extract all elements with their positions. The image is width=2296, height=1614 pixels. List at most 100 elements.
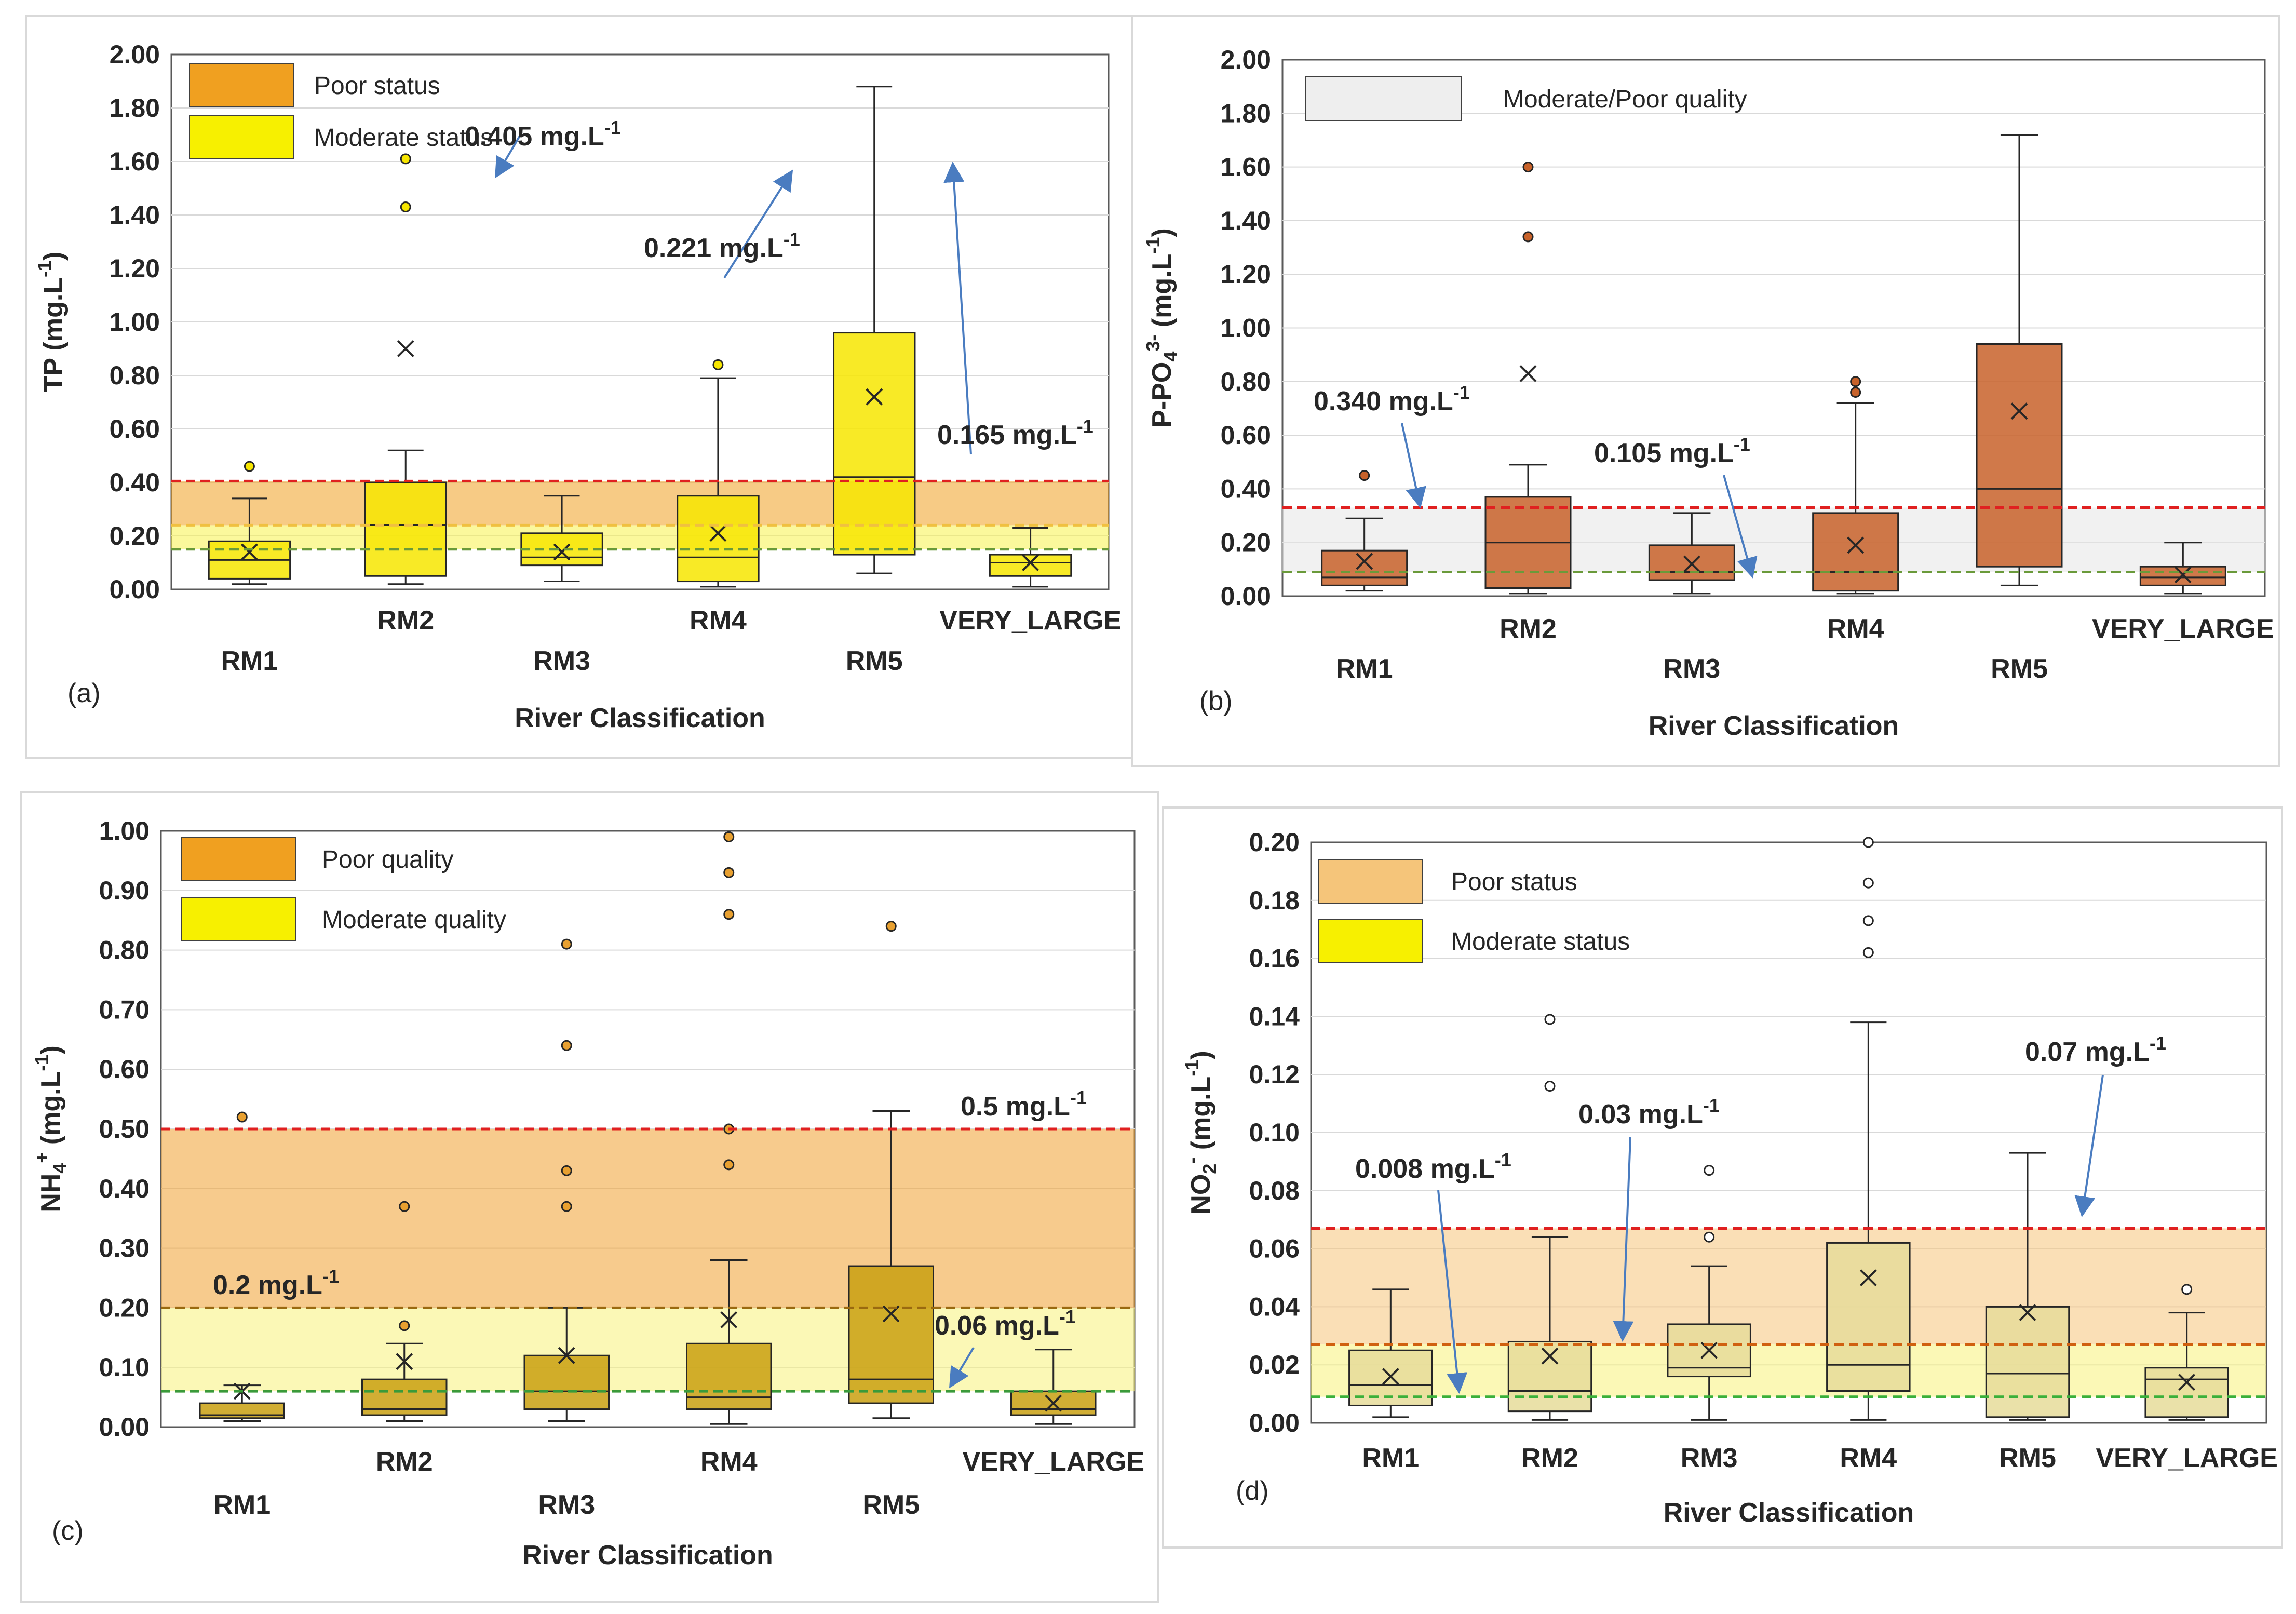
outlier-point <box>561 1040 572 1051</box>
panel-label: (c) <box>52 1516 84 1546</box>
y-axis-title-end: ) <box>38 252 69 261</box>
y-axis-title: P-PO43- (mg.L-1) <box>1142 228 1181 428</box>
mean-marker <box>866 388 883 406</box>
y-tick-label: 0.60 <box>99 1055 150 1084</box>
panel-label: (d) <box>1236 1476 1269 1506</box>
threshold-band <box>1282 507 2265 572</box>
y-tick-label: 0.00 <box>110 575 160 604</box>
threshold-band <box>171 525 1109 549</box>
annotation-sup: -1 <box>1495 1149 1511 1171</box>
y-axis-title-sub: 4 <box>49 1163 70 1174</box>
x-axis-title: River Classification <box>1664 1498 1914 1528</box>
annotation-label: 0.405 mg.L-1 <box>465 117 621 152</box>
legend-label: Poor status <box>1451 868 1577 896</box>
y-axis-title: NO2- (mg.L-1) <box>1181 1051 1220 1214</box>
panel-label: (b) <box>1199 686 1233 716</box>
mean-marker <box>1700 1341 1718 1359</box>
outlier-point <box>1359 470 1370 481</box>
annotation-label: 0.07 mg.L-1 <box>2025 1032 2166 1067</box>
y-axis-title-end2: ) <box>1147 228 1177 237</box>
x-category-label: VERY_LARGE <box>2096 1443 2278 1473</box>
x-category-label: RM5 <box>1991 654 2048 684</box>
annotation-sup: -1 <box>1734 434 1750 455</box>
legend-swatch <box>189 115 294 159</box>
outlier-point <box>561 1165 572 1176</box>
panel-a: 0.00 0.20 0.40 0.60 0.80 1.00 1.20 1.40 1.60 1.80… <box>34 40 1122 733</box>
x-category-label: RM3 <box>1663 654 1720 684</box>
x-category-label: RM5 <box>846 646 903 676</box>
x-category-label: RM5 <box>1999 1443 2056 1473</box>
mean-marker <box>720 1311 738 1328</box>
annotation-arrow <box>494 131 523 179</box>
y-tick-label: 0.60 <box>1221 421 1271 450</box>
threshold-band <box>161 1129 1135 1308</box>
mean-marker <box>1847 536 1865 554</box>
box-iqr <box>677 495 760 583</box>
box-iqr <box>989 554 1072 577</box>
annotation-text: 0.008 mg.L <box>1355 1154 1495 1184</box>
x-category-label: RM5 <box>862 1490 920 1520</box>
annotation-arrow <box>1437 1190 1468 1394</box>
annotation-sup: -1 <box>784 228 800 250</box>
y-axis-title-sup2: -1 <box>1142 237 1164 254</box>
box-iqr <box>1507 1340 1592 1413</box>
mean-marker <box>1519 365 1537 382</box>
outlier-point <box>561 938 572 950</box>
y-tick-label: 0.30 <box>99 1234 150 1263</box>
mean-marker <box>1356 553 1373 570</box>
annotation-text: 0.165 mg.L <box>937 420 1077 450</box>
outlier-point <box>1544 1081 1556 1092</box>
x-category-label: VERY_LARGE <box>939 606 1122 636</box>
annotation-sup: -1 <box>1070 1087 1087 1108</box>
y-tick-label: 0.10 <box>1249 1118 1300 1147</box>
outlier-point <box>399 1320 410 1331</box>
y-axis-title-main: NH <box>36 1174 66 1213</box>
y-tick-label: 1.60 <box>1221 153 1271 182</box>
y-axis-title-sup2: -1 <box>1181 1060 1203 1077</box>
mean-marker <box>558 1347 575 1364</box>
y-tick-label: 1.40 <box>110 200 160 230</box>
mean-marker <box>1045 1394 1062 1412</box>
outlier-point <box>399 1201 410 1212</box>
y-axis-title-sup: -1 <box>34 261 55 277</box>
y-tick-label: 1.20 <box>1221 260 1271 289</box>
x-axis-title: River Classification <box>1649 711 1899 741</box>
mean-marker <box>2010 402 2028 420</box>
x-category-label: RM2 <box>377 606 434 636</box>
y-axis-title-sup: 3- <box>1142 335 1164 352</box>
annotation-text: 0.03 mg.L <box>1578 1099 1703 1129</box>
y-tick-label: 1.00 <box>1221 314 1271 343</box>
y-tick-label: 0.20 <box>1221 528 1271 557</box>
annotation-sup: -1 <box>2150 1032 2166 1054</box>
outlier-point <box>885 921 897 932</box>
y-tick-label: 0.14 <box>1249 1002 1300 1031</box>
y-tick-label: 1.00 <box>99 816 150 845</box>
outlier-point <box>723 1159 735 1171</box>
y-tick-label: 0.20 <box>110 521 160 550</box>
outlier-point <box>1544 1014 1556 1025</box>
y-tick-label: 0.10 <box>99 1353 150 1382</box>
y-axis-title: NH4+ (mg.L-1) <box>31 1045 70 1213</box>
y-tick-label: 0.40 <box>99 1174 150 1203</box>
box-iqr <box>833 332 916 556</box>
y-axis-title-sub: 4 <box>1160 352 1181 362</box>
y-tick-label: 1.60 <box>110 147 160 176</box>
outlier-point <box>1522 162 1534 173</box>
outlier-point <box>723 831 735 842</box>
annotation-label: 0.03 mg.L-1 <box>1578 1095 1720 1129</box>
outlier-point <box>1704 1231 1715 1243</box>
box-iqr <box>1826 1242 1911 1392</box>
legend-label: Moderate status <box>314 124 493 152</box>
threshold-band <box>171 481 1109 526</box>
y-axis-title-main: P-PO <box>1147 362 1177 428</box>
mean-marker <box>2019 1304 2036 1321</box>
y-tick-label: 0.50 <box>99 1114 150 1144</box>
y-axis-title-end: (mg.L <box>1186 1077 1216 1158</box>
annotation-arrow <box>723 169 793 279</box>
annotation-text: 0.2 mg.L <box>213 1270 322 1300</box>
annotation-arrow <box>949 1347 975 1389</box>
legend-swatch <box>181 837 296 881</box>
mean-marker <box>2178 1374 2196 1391</box>
y-axis-title-end2: ) <box>1186 1051 1216 1059</box>
